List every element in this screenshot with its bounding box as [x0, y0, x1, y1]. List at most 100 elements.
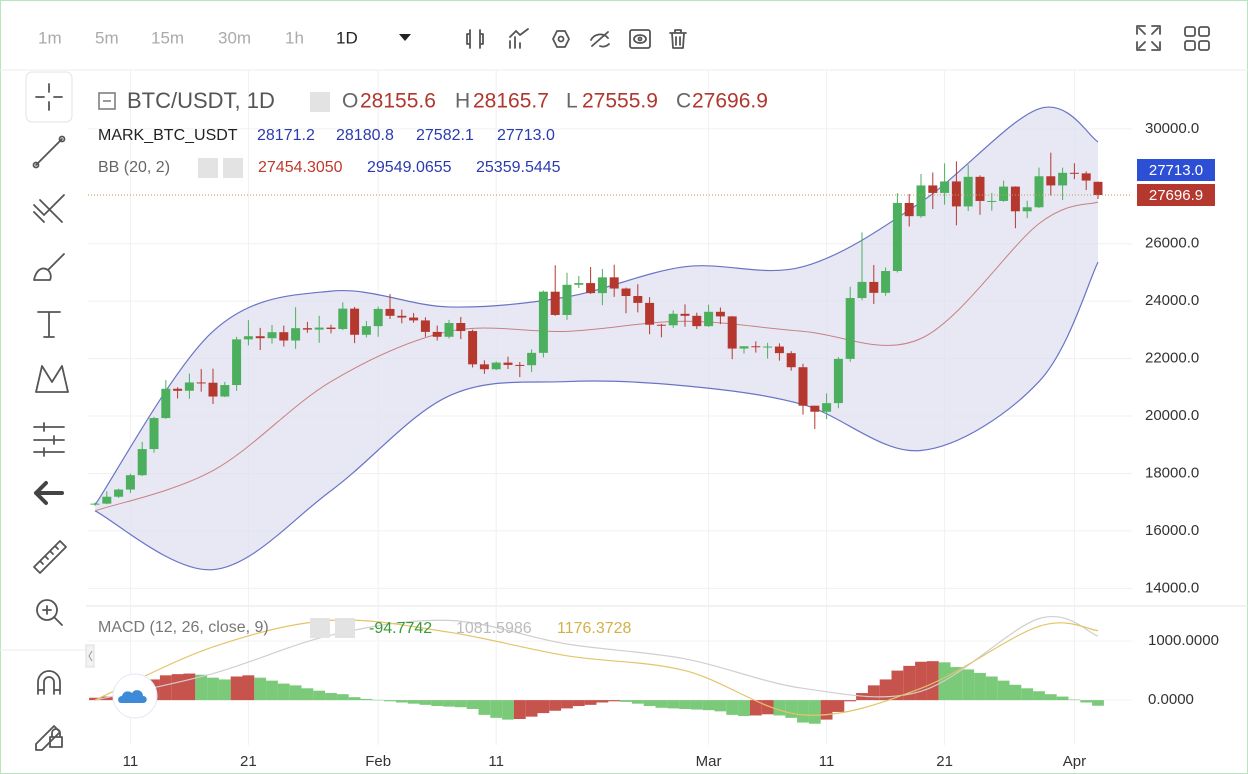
ohlc-label: O	[342, 90, 358, 113]
remove-icon[interactable]	[335, 618, 355, 638]
candle-body	[774, 346, 784, 354]
macd-histogram-bar	[159, 675, 172, 701]
bb-value: 29549.0655	[367, 159, 452, 176]
magnet-tool[interactable]	[37, 670, 61, 695]
crosshair-tool[interactable]	[35, 83, 63, 111]
candle-body	[833, 358, 843, 404]
fork-tool[interactable]	[33, 194, 65, 223]
symbol-title: BTC/USDT, 1D	[127, 88, 275, 113]
brush-tool[interactable]	[33, 253, 65, 281]
price-legend: BTC/USDT, 1D O 28155.6 H 28165.7 L 27555…	[98, 88, 768, 178]
candle-body	[857, 281, 867, 299]
interval-button[interactable]: 1D	[336, 28, 358, 47]
line-tool[interactable]	[32, 135, 66, 169]
hide-drawings-icon[interactable]	[590, 31, 610, 48]
candle-body	[916, 185, 926, 217]
macd-histogram-bar	[549, 700, 562, 711]
pattern-tool[interactable]	[35, 365, 69, 393]
macd-histogram-bar	[962, 669, 975, 701]
lock-tool[interactable]	[35, 725, 63, 751]
x-tick-label: Apr	[1063, 753, 1086, 770]
interval-button[interactable]: 1h	[285, 28, 304, 47]
settings-icon[interactable]	[198, 158, 218, 178]
view-icon[interactable]	[629, 29, 651, 49]
candle-body	[727, 316, 737, 349]
indicator-icon[interactable]	[509, 28, 529, 49]
macd-histogram-bar	[808, 700, 821, 724]
text-tool[interactable]	[37, 311, 61, 338]
interval-button[interactable]: 1m	[38, 28, 62, 47]
macd-histogram-bar	[348, 697, 361, 701]
interval-button[interactable]: 5m	[95, 28, 119, 47]
macd-histogram-bar	[985, 676, 998, 701]
candle-body	[940, 181, 950, 193]
macd-histogram-bar	[490, 700, 503, 718]
macd-histogram-bar	[797, 700, 809, 723]
candle-body	[137, 449, 147, 476]
zoom-tool[interactable]	[36, 599, 63, 626]
ohlc-label: L	[566, 90, 578, 113]
y-tick-label: 14000.0	[1145, 579, 1199, 596]
candle-body	[114, 489, 124, 497]
candle-body	[291, 328, 301, 341]
candle-body	[881, 271, 891, 293]
prediction-tool[interactable]	[33, 422, 65, 457]
y-tick-label: 16000.0	[1145, 522, 1199, 539]
back-tool[interactable]	[34, 481, 64, 505]
candle-body	[149, 418, 159, 450]
candle-body	[739, 346, 749, 349]
candle-body	[267, 332, 277, 339]
macd-histogram-bar	[419, 700, 432, 705]
interval-button[interactable]: 15m	[151, 28, 184, 47]
candle-body	[420, 320, 430, 332]
macd-histogram-bar	[679, 700, 691, 709]
ohlc-value: 28165.7	[473, 90, 549, 113]
macd-histogram-bar	[584, 700, 597, 705]
macd-histogram-bar	[301, 688, 314, 701]
candle-body	[361, 326, 371, 335]
candle-body	[326, 327, 336, 330]
macd-histogram-bar	[1056, 696, 1069, 701]
collapse-handle[interactable]	[85, 644, 95, 668]
mark-price-tag	[1137, 159, 1215, 181]
ruler-tool[interactable]	[33, 540, 67, 574]
delete-icon[interactable]	[669, 29, 687, 49]
fullscreen-icon[interactable]	[1136, 25, 1161, 51]
macd-histogram-bar	[218, 679, 231, 701]
macd-histogram-bar	[572, 700, 585, 707]
candle-body	[279, 332, 289, 341]
mark-price-tag-label: 27713.0	[1149, 162, 1203, 179]
macd-histogram-bar	[738, 700, 750, 717]
y-tick-label: 22000.0	[1145, 350, 1199, 367]
macd-histogram-bar	[714, 700, 727, 712]
candle-body	[373, 308, 383, 327]
interval-button[interactable]: 30m	[218, 28, 251, 47]
macd-histogram-bar	[608, 700, 621, 702]
candle-body	[1069, 172, 1079, 174]
candle-body	[904, 202, 914, 217]
mark-value: 27582.1	[416, 127, 474, 144]
candle-type-icon[interactable]	[466, 29, 484, 49]
candle-body	[350, 308, 360, 335]
macd-histogram-bar	[254, 677, 267, 701]
macd-histogram-bar	[1033, 691, 1045, 701]
candle-body	[845, 298, 855, 359]
layout-icon[interactable]	[1184, 26, 1210, 51]
collapse-icon[interactable]	[98, 92, 116, 110]
remove-icon[interactable]	[223, 158, 243, 178]
y-tick-label: 0.0000	[1148, 691, 1194, 708]
settings-icon[interactable]	[310, 618, 330, 638]
template-icon[interactable]	[552, 30, 570, 48]
settings-icon[interactable]	[310, 92, 330, 112]
macd-histogram-bar	[289, 685, 302, 701]
candle-body	[173, 388, 183, 391]
macd-histogram-bar	[207, 677, 219, 701]
app-badge	[118, 690, 147, 703]
macd-histogram-bar	[844, 700, 857, 702]
macd-histogram-bar	[785, 700, 798, 718]
tool-selected[interactable]	[25, 71, 73, 123]
dropdown-icon[interactable]	[399, 34, 411, 41]
macd-histogram-bar	[360, 698, 373, 701]
x-tick-label: 21	[936, 753, 953, 770]
